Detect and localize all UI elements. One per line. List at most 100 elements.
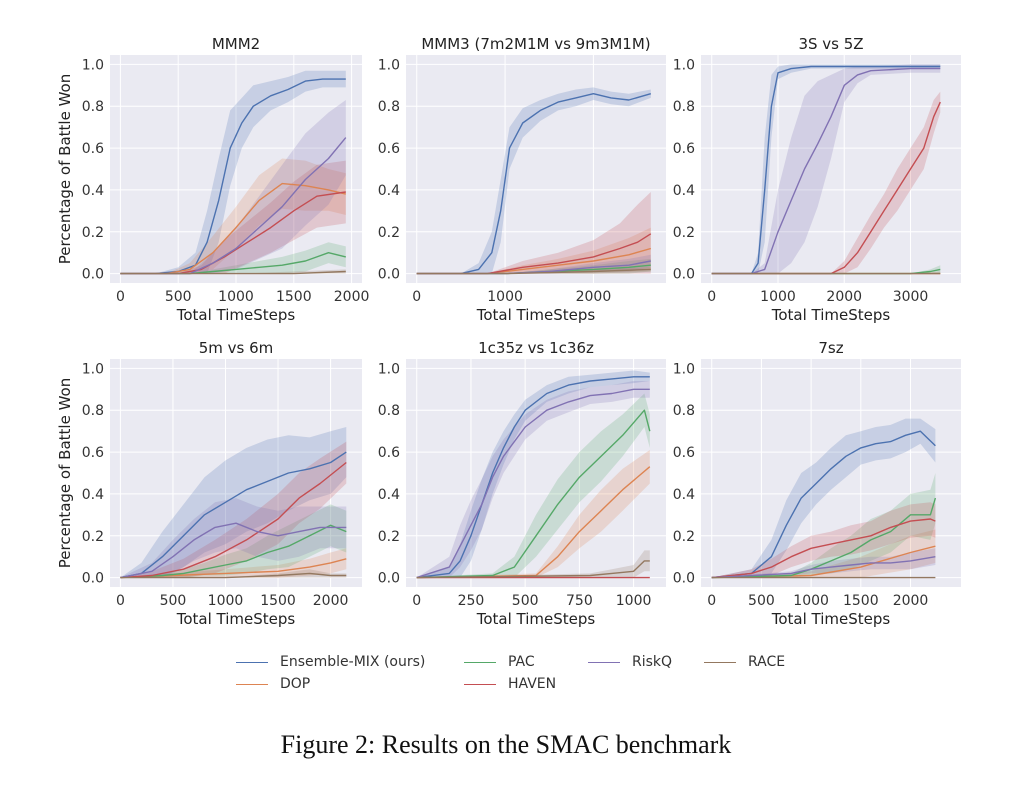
chart-title: 1c35z vs 1c36z [478,339,594,357]
band-ensemble-mix-ours [120,70,346,274]
x-tick-label: 1500 [843,593,879,609]
x-tick-label: 1500 [276,289,312,305]
y-tick-label: 0.2 [378,529,400,545]
y-tick-label: 0.2 [673,225,695,241]
series-line-riskq [416,388,650,579]
band-haven [711,502,936,578]
x-axis-label: Total TimeSteps [476,610,596,628]
band-riskq [711,548,936,578]
chart-panel-1: 0 500 1000 1500 2000 0.0 0.2 0.4 0.6 0.8 1.0 MMM2 To… [56,35,369,324]
band-dop [711,529,936,578]
band-haven [416,192,651,274]
series-line-riskq [711,556,936,579]
chart-title: 5m vs 6m [199,339,274,357]
series-line-ensemble-mix-ours [711,65,941,275]
series-line-pac [416,409,651,579]
y-tick-label: 0.4 [378,487,400,503]
series-line-ensemble-mix-ours [416,92,651,275]
y-tick-label: 1.0 [82,57,104,73]
y-tick-label: 0.4 [82,487,104,503]
y-tick-label: 0.4 [82,183,104,199]
x-tick-label: 0 [707,593,716,609]
x-tick-label: 2000 [313,593,349,609]
x-tick-label: 500 [748,593,775,609]
y-tick-label: 0.8 [82,99,104,115]
band-race [416,550,650,578]
legend-label: PAC [508,654,535,670]
x-tick-label: 250 [458,593,485,609]
legend-label: RACE [748,654,786,670]
y-tick-label: 0.6 [82,141,104,157]
series-line-dop [120,558,347,579]
x-tick-label: 2000 [826,289,862,305]
legend-label: Ensemble-MIX (ours) [280,654,426,670]
x-tick-label: 500 [165,289,192,305]
y-tick-label: 0.0 [82,267,104,283]
y-tick-label: 0.2 [673,529,695,545]
y-axis-label: Percentage of Battle Won [56,74,74,264]
band-haven [120,441,347,578]
series-line-riskq [711,67,941,275]
band-ensemble-mix-ours [120,427,347,578]
band-haven [711,91,941,274]
y-tick-label: 0.4 [673,183,695,199]
x-tick-label: 1000 [487,289,523,305]
y-tick-label: 0.8 [378,99,400,115]
series-line-haven [416,233,652,275]
x-tick-label: 2000 [893,593,929,609]
plot-area [406,55,666,283]
band-pac [120,242,346,274]
series-line-haven [711,518,936,579]
series-line-race [416,560,650,579]
y-tick-label: 0.4 [673,487,695,503]
series-line-haven [120,191,346,275]
legend-item-pac: PAC [464,654,535,670]
legend: Ensemble-MIX (ours) DOP PAC HAVEN RiskQ … [236,654,796,694]
chart-panel-5: 0 250 500 750 1000 0.0 0.2 0.4 0.6 0.8 1.0 1c35z vs… [378,339,666,628]
chart-panel-2: 0 1000 2000 0.0 0.2 0.4 0.6 0.8 1.0 MMM3 (7m2M1M … [378,35,666,324]
y-tick-label: 0.8 [673,403,695,419]
y-tick-label: 0.2 [82,529,104,545]
x-tick-label: 1000 [616,593,652,609]
y-tick-label: 0.0 [378,267,400,283]
y-tick-label: 1.0 [378,361,400,377]
x-axis-label: Total TimeSteps [176,306,296,324]
y-tick-label: 0.4 [378,183,400,199]
y-tick-label: 1.0 [673,361,695,377]
figure-canvas: 0 500 1000 1500 2000 0.0 0.2 0.4 0.6 0.8 1.0 MMM2 To… [56,35,961,628]
x-tick-label: 0 [412,289,421,305]
x-tick-label: 1500 [260,593,296,609]
legend-item-ensemble-mix: Ensemble-MIX (ours) [236,654,425,670]
y-tick-label: 0.8 [82,403,104,419]
band-dop [416,450,650,578]
y-tick-label: 0.0 [673,571,695,587]
chart-title: MMM2 [212,35,260,53]
series-line-race [120,270,346,275]
x-tick-label: 1000 [760,289,796,305]
legend-label: HAVEN [508,676,557,692]
x-tick-label: 0 [412,593,421,609]
series-line-ensemble-mix-ours [416,376,650,579]
series-line-ensemble-mix-ours [711,430,936,579]
x-axis-label: Total TimeSteps [771,610,891,628]
series-line-dop [120,182,346,275]
x-tick-label: 1000 [208,593,244,609]
chart-title: MMM3 (7m2M1M vs 9m3M1M) [421,35,650,53]
y-tick-label: 0.2 [82,225,104,241]
band-riskq [711,64,941,274]
x-tick-label: 2000 [334,289,370,305]
y-tick-label: 0.6 [82,445,104,461]
x-tick-label: 1000 [793,593,829,609]
band-haven [120,160,346,274]
figure-caption: Figure 2: Results on the SMAC benchmark [280,730,732,759]
plot-area [406,359,666,587]
series-line-ensemble-mix-ours [120,451,347,579]
x-tick-label: 500 [160,593,187,609]
legend-swatch [464,683,496,685]
series-line-riskq [120,137,347,275]
band-ensemble-mix-ours [711,64,941,274]
x-tick-label: 2000 [576,289,612,305]
plot-area [701,55,961,283]
legend-item-riskq: RiskQ [588,654,672,670]
series-line-riskq [120,522,347,579]
